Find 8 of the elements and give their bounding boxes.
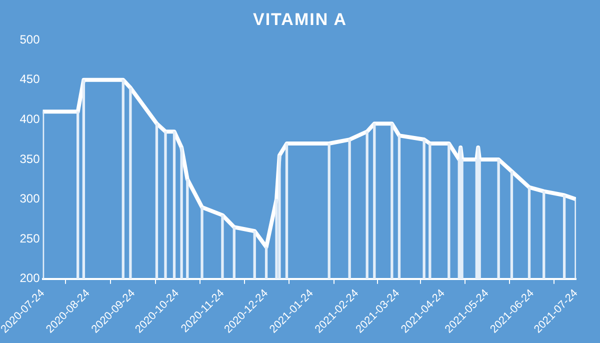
- y-tick-label: 400: [20, 112, 40, 126]
- y-tick-label: 450: [20, 72, 40, 86]
- y-tick-label: 200: [20, 271, 40, 286]
- y-tick-label: 350: [20, 152, 40, 166]
- y-tick-label: 500: [20, 32, 40, 46]
- chart-title: VITAMIN A: [252, 10, 348, 30]
- y-tick-label: 300: [20, 192, 40, 206]
- y-tick-label: 250: [20, 231, 40, 246]
